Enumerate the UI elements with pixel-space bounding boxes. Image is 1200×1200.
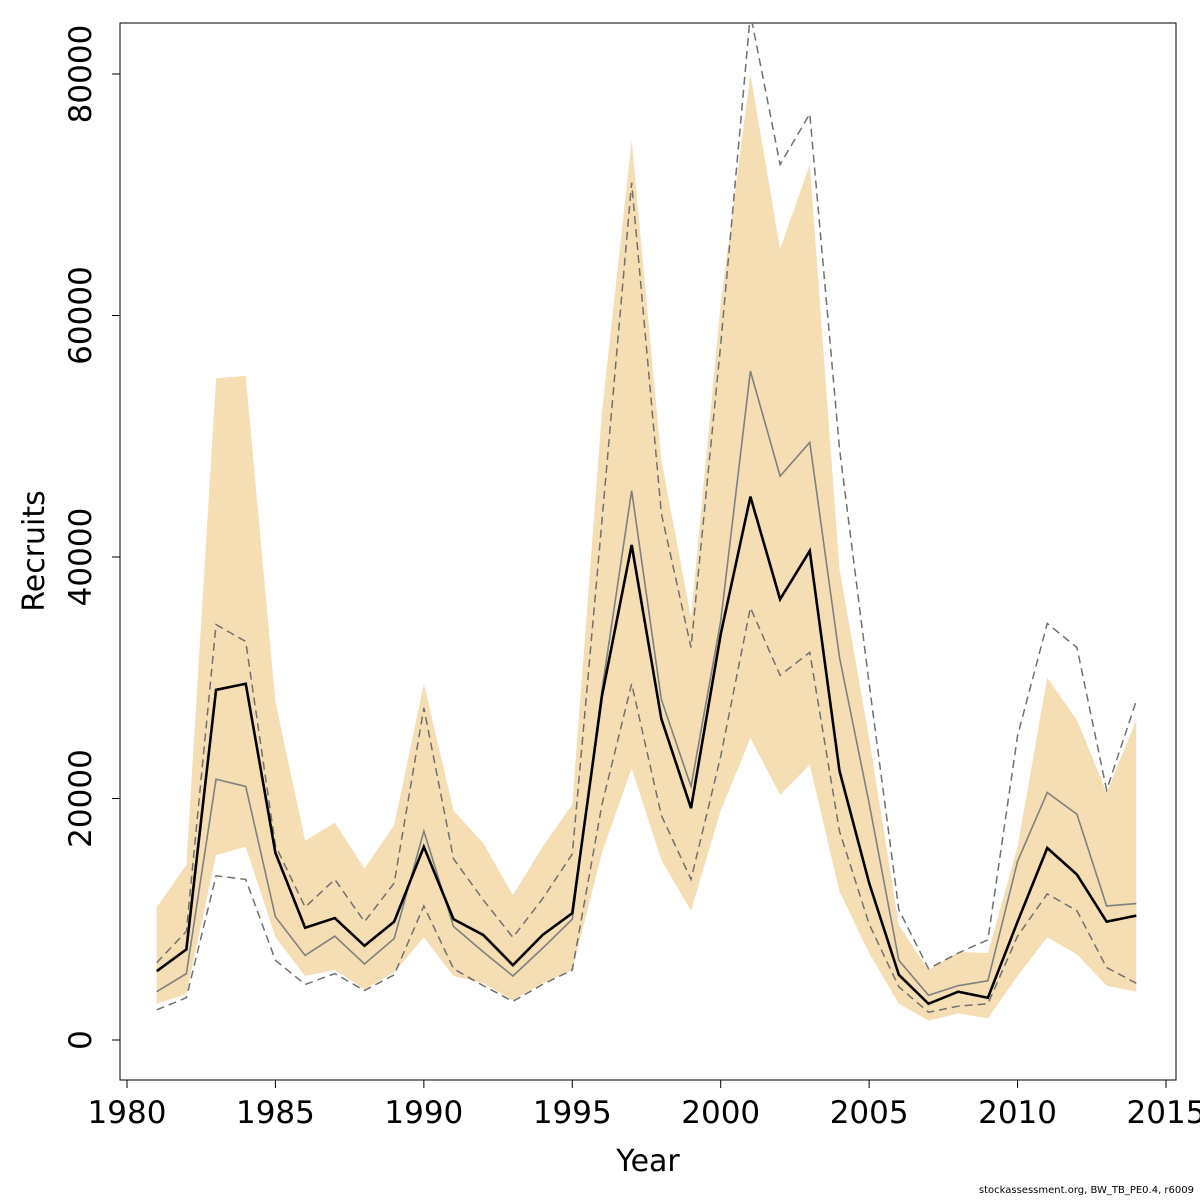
series-line-dashed-2 xyxy=(156,605,1137,1014)
x-tick-label: 1990 xyxy=(384,1095,463,1131)
confidence-band xyxy=(156,74,1137,1021)
y-tick-label: 40000 xyxy=(63,508,99,607)
y-axis-title: Recruits xyxy=(17,490,52,612)
x-tick-label: 1980 xyxy=(88,1095,167,1131)
series-line-secondary xyxy=(156,370,1137,997)
x-tick-label: 2005 xyxy=(830,1095,909,1131)
series-layer xyxy=(155,23,1138,1014)
y-tick-label: 0 xyxy=(63,1030,99,1050)
y-axis: 0 20000 40000 60000 80000 xyxy=(63,25,121,1050)
confidence-band-layer xyxy=(156,74,1137,1021)
y-tick-label: 80000 xyxy=(63,25,99,124)
x-tick-label: 1995 xyxy=(533,1095,612,1131)
series-line-main xyxy=(155,496,1137,1006)
x-tick-label: 1985 xyxy=(236,1095,315,1131)
x-axis-title: Year xyxy=(615,1144,680,1179)
x-axis: 1980 1985 1990 1995 2000 2005 2010 2015 xyxy=(88,1079,1200,1131)
y-tick-label: 20000 xyxy=(63,749,99,848)
x-tick-label: 2015 xyxy=(1127,1095,1200,1131)
footer-credit: stockassessment.org, BW_TB_PE0.4, r6009 xyxy=(978,1185,1194,1196)
x-tick-label: 2010 xyxy=(978,1095,1057,1131)
y-tick-label: 60000 xyxy=(63,266,99,365)
x-tick-label: 2000 xyxy=(681,1095,760,1131)
series-line-dashed-1 xyxy=(156,23,1138,970)
